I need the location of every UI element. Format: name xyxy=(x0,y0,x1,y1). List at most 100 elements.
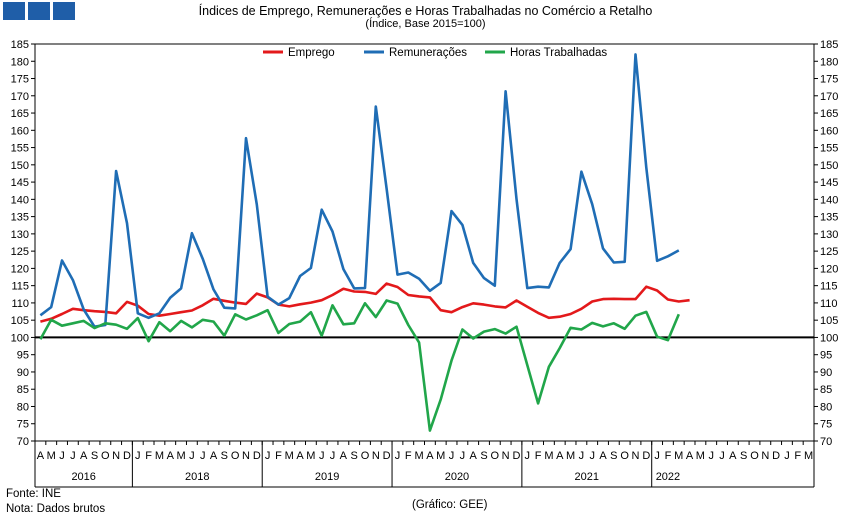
x-month-label: O xyxy=(750,450,759,462)
x-year-label: 2018 xyxy=(185,471,209,483)
y-tick-label-left: 170 xyxy=(11,91,29,103)
y-tick-label-left: 145 xyxy=(11,177,29,189)
y-tick-label-left: 135 xyxy=(11,212,29,224)
x-month-label: J xyxy=(265,450,271,462)
x-month-label: J xyxy=(460,450,466,462)
y-tick-label-left: 95 xyxy=(17,350,29,362)
x-month-label: A xyxy=(80,450,88,462)
x-month-label: J xyxy=(589,450,595,462)
x-month-label: M xyxy=(804,450,813,462)
chart-credit: (Gráfico: GEE) xyxy=(412,499,488,511)
x-year-label: 2019 xyxy=(315,471,339,483)
x-month-label: O xyxy=(361,450,370,462)
x-month-label: M xyxy=(47,450,56,462)
y-tick-label-left: 120 xyxy=(11,263,29,275)
x-month-label: J xyxy=(654,450,660,462)
y-tick-label-right: 185 xyxy=(820,39,838,51)
x-month-label: M xyxy=(285,450,294,462)
x-month-label: N xyxy=(372,450,380,462)
x-month-label: J xyxy=(395,450,401,462)
x-month-label: D xyxy=(642,450,650,462)
x-month-label: A xyxy=(167,450,175,462)
x-month-label: O xyxy=(101,450,110,462)
x-month-label: D xyxy=(123,450,131,462)
x-month-label: N xyxy=(112,450,120,462)
y-tick-label-left: 90 xyxy=(17,367,29,379)
y-tick-label-left: 175 xyxy=(11,74,29,86)
x-month-label: A xyxy=(470,450,478,462)
series-line-emprego xyxy=(40,282,690,323)
y-tick-label-right: 145 xyxy=(820,177,838,189)
x-month-label: M xyxy=(566,450,575,462)
y-tick-label-right: 100 xyxy=(820,332,838,344)
series-line-horas-trabalhadas xyxy=(39,299,680,432)
x-month-label: N xyxy=(502,450,510,462)
y-tick-label-right: 180 xyxy=(820,56,838,68)
x-month-label: A xyxy=(210,450,218,462)
x-month-label: O xyxy=(231,450,240,462)
y-tick-label-right: 130 xyxy=(820,229,838,241)
y-tick-label-left: 180 xyxy=(11,56,29,68)
y-tick-label-right: 120 xyxy=(820,263,838,275)
x-month-label: D xyxy=(383,450,391,462)
x-month-label: A xyxy=(599,450,607,462)
x-month-label: S xyxy=(221,450,228,462)
x-month-label: J xyxy=(719,450,725,462)
y-tick-label-right: 80 xyxy=(820,401,832,413)
y-tick-label-left: 130 xyxy=(11,229,29,241)
x-year-label: 2020 xyxy=(445,471,469,483)
x-month-label: O xyxy=(491,450,500,462)
y-tick-label-right: 160 xyxy=(820,125,838,137)
y-tick-label-right: 75 xyxy=(820,419,832,431)
y-tick-label-right: 165 xyxy=(820,108,838,120)
y-tick-label-right: 125 xyxy=(820,246,838,258)
brand-logo-block-2 xyxy=(28,2,50,20)
x-year-label: 2016 xyxy=(71,471,95,483)
x-month-label: A xyxy=(556,450,564,462)
y-tick-label-right: 150 xyxy=(820,160,838,172)
x-month-label: S xyxy=(610,450,617,462)
y-tick-label-right: 115 xyxy=(820,281,838,293)
y-tick-label-left: 150 xyxy=(11,160,29,172)
series-line-remunera-es xyxy=(39,53,680,329)
y-tick-label-left: 70 xyxy=(17,436,29,448)
x-month-label: J xyxy=(59,450,65,462)
x-month-label: N xyxy=(242,450,250,462)
brand-logo-block-1 xyxy=(3,2,25,20)
x-month-label: F xyxy=(665,450,672,462)
y-tick-label-left: 75 xyxy=(17,419,29,431)
y-tick-label-right: 110 xyxy=(820,298,838,310)
y-tick-label-right: 155 xyxy=(820,143,838,155)
y-tick-label-right: 175 xyxy=(820,74,838,86)
y-tick-label-left: 80 xyxy=(17,401,29,413)
x-month-label: S xyxy=(91,450,98,462)
x-month-label: F xyxy=(535,450,542,462)
x-month-label: D xyxy=(253,450,261,462)
x-month-label: M xyxy=(415,450,424,462)
y-tick-label-left: 140 xyxy=(11,194,29,206)
x-month-label: M xyxy=(544,450,553,462)
x-month-label: A xyxy=(729,450,737,462)
x-month-label: D xyxy=(772,450,780,462)
x-month-label: J xyxy=(449,450,455,462)
y-tick-label-right: 170 xyxy=(820,91,838,103)
x-month-label: M xyxy=(674,450,683,462)
brand-logo-block-3 xyxy=(53,2,75,20)
y-tick-label-left: 160 xyxy=(11,125,29,137)
y-tick-label-left: 155 xyxy=(11,143,29,155)
x-month-label: M xyxy=(306,450,315,462)
legend-label: Emprego xyxy=(288,47,335,59)
y-tick-label-right: 140 xyxy=(820,194,838,206)
x-month-label: J xyxy=(784,450,790,462)
x-month-label: A xyxy=(37,450,45,462)
chart-subtitle: (Índice, Base 2015=100) xyxy=(365,18,486,30)
source-note: Fonte: INE xyxy=(6,488,61,500)
x-month-label: F xyxy=(275,450,282,462)
x-month-label: A xyxy=(426,450,434,462)
x-month-label: D xyxy=(512,450,520,462)
x-month-label: J xyxy=(708,450,714,462)
y-tick-label-right: 85 xyxy=(820,384,832,396)
y-tick-label-left: 115 xyxy=(11,281,29,293)
x-month-label: J xyxy=(135,450,141,462)
